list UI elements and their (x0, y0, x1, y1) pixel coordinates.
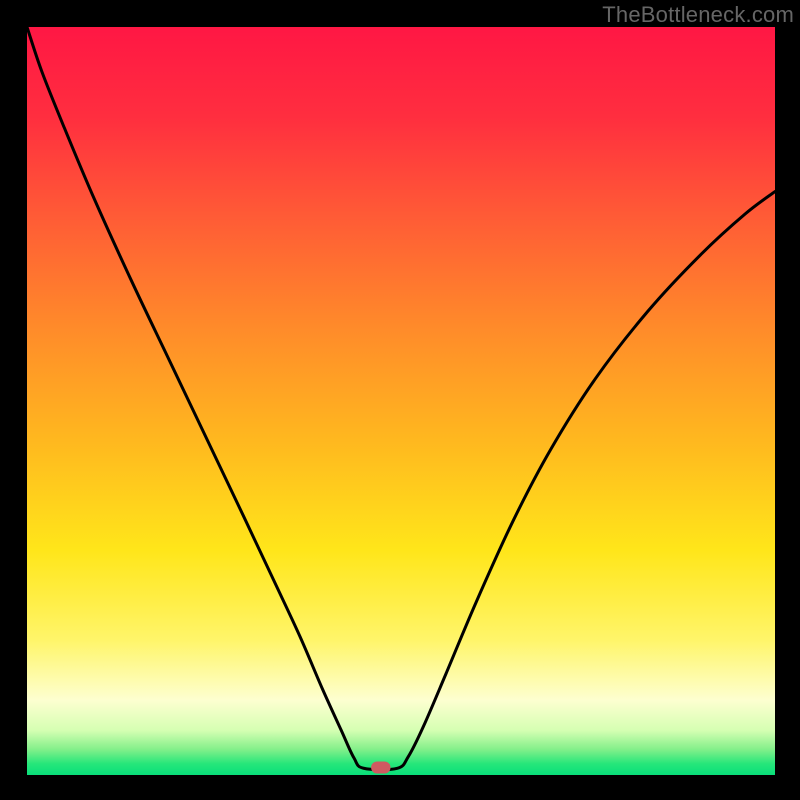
plot-background (27, 27, 775, 775)
watermark-text: TheBottleneck.com (602, 2, 794, 28)
plot-frame (27, 27, 775, 775)
min-marker (371, 762, 390, 774)
plot-svg (27, 27, 775, 775)
stage: TheBottleneck.com (0, 0, 800, 800)
